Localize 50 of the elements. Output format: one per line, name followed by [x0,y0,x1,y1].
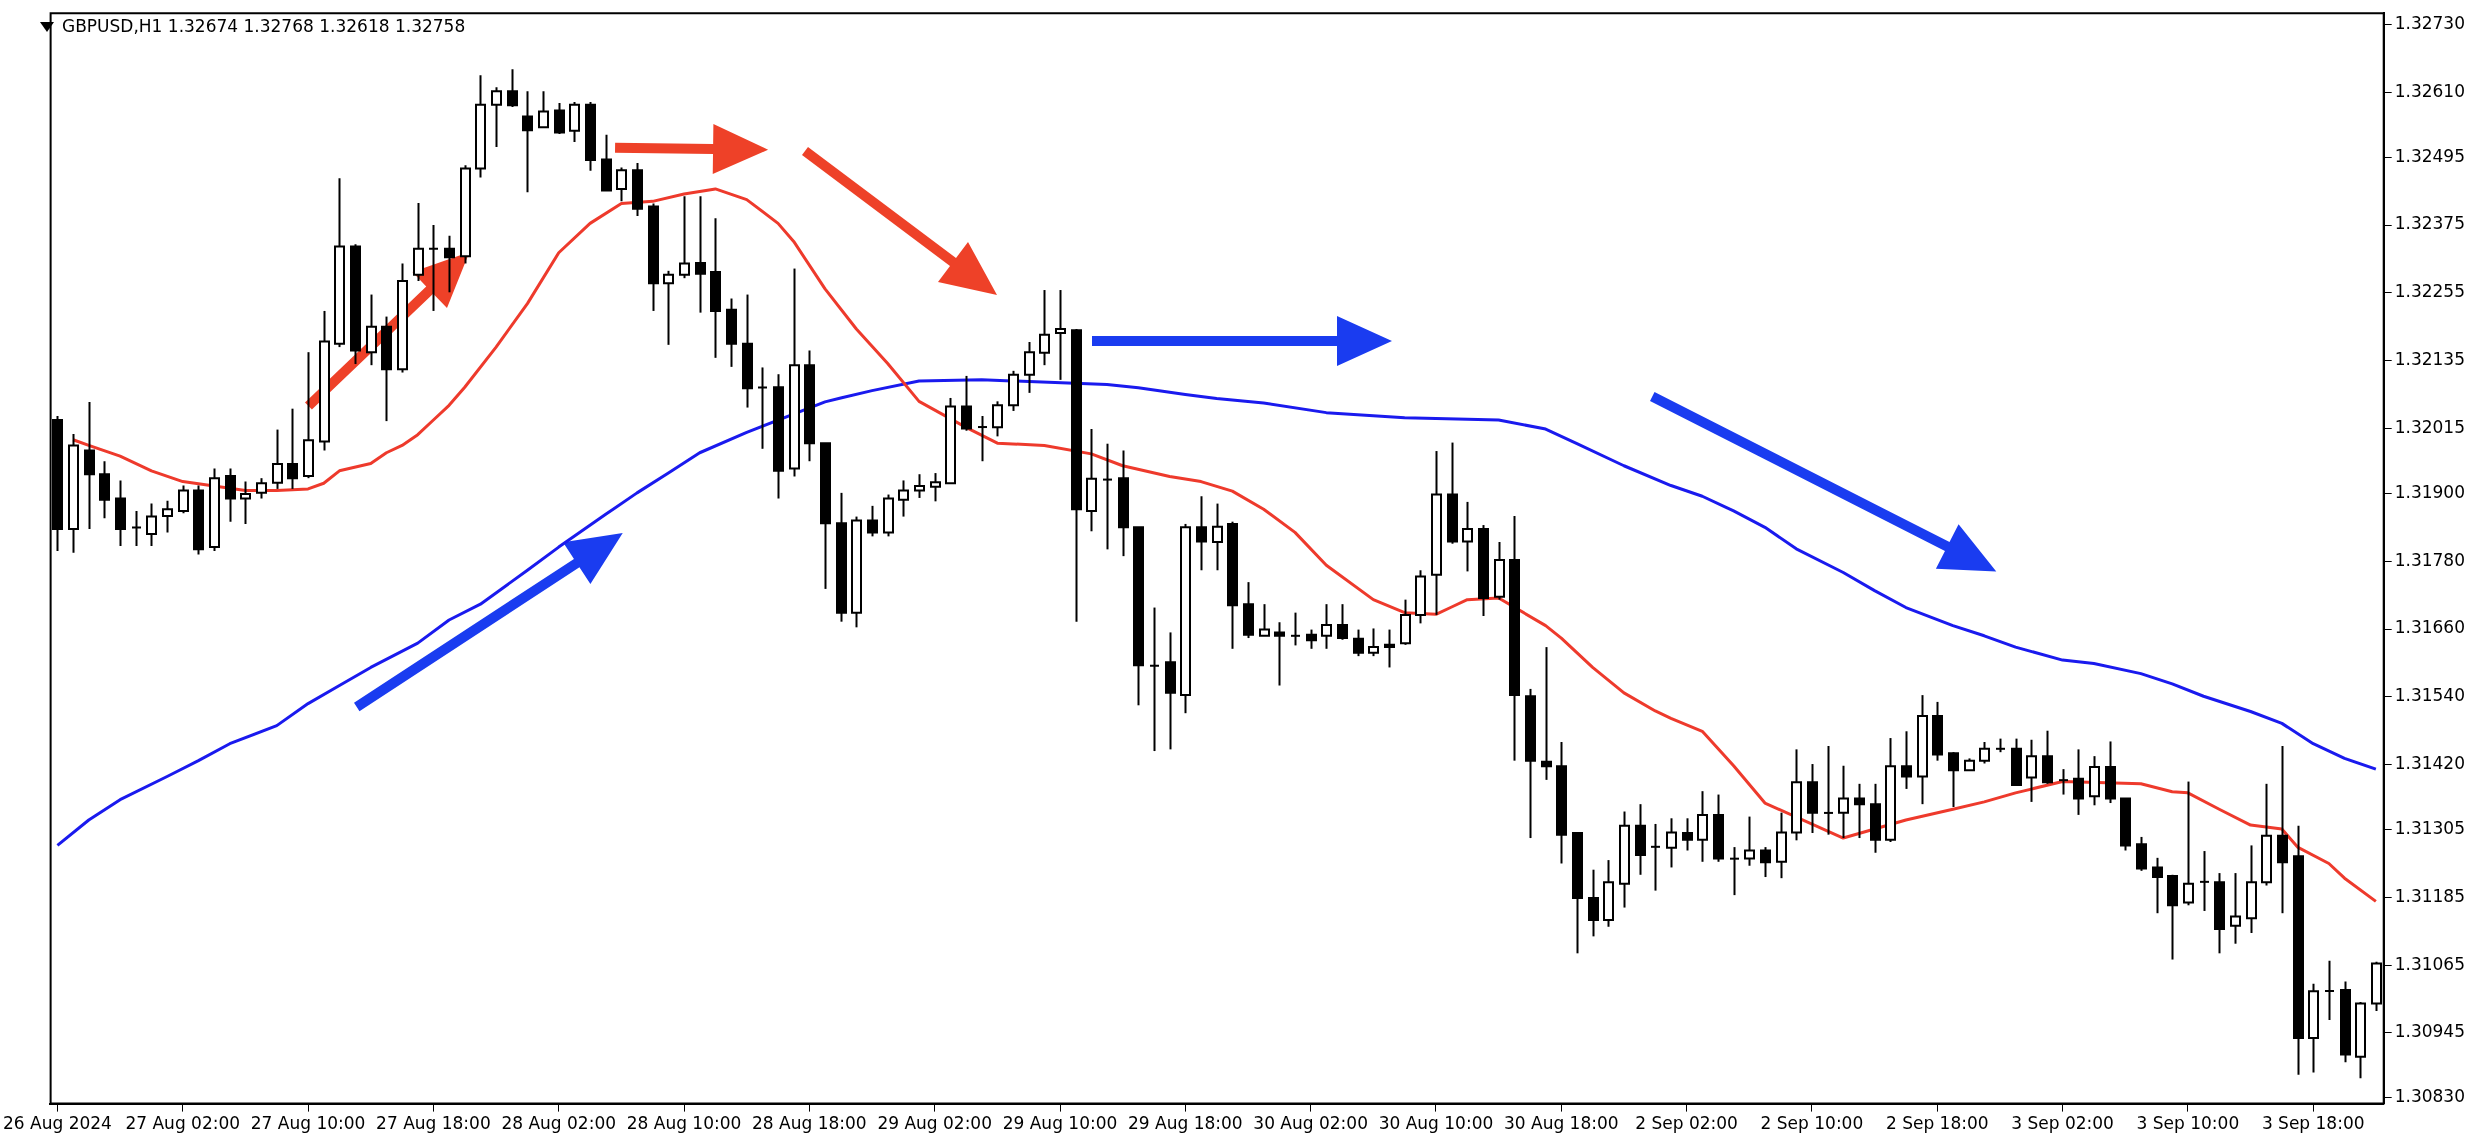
candlestick [428,224,439,312]
x-tick-label: 29 Aug 02:00 [877,1113,993,1134]
y-tick-label: 1.31185 [2394,885,2466,906]
y-tick-label: 1.32495 [2394,145,2466,166]
candlestick [1102,442,1113,551]
x-tick-label: 2 Sep 10:00 [1760,1113,1864,1134]
chart-title: GBPUSD,H1 1.32674 1.32768 1.32618 1.32758 [60,16,468,36]
x-tick-label: 27 Aug 10:00 [250,1113,366,1134]
x-tick-label: 27 Aug 18:00 [376,1113,491,1134]
y-tick-label: 1.30830 [2394,1086,2466,1107]
y-tick-label: 1.32135 [2394,349,2466,370]
x-tick-label: 3 Sep 02:00 [2011,1113,2114,1134]
y-tick-label: 1.32015 [2394,416,2466,437]
x-tick-label: 30 Aug 10:00 [1378,1113,1494,1134]
x-tick-label: 2 Sep 02:00 [1635,1113,1738,1134]
y-tick-label: 1.32730 [2394,12,2466,33]
candlestick [1823,744,1834,836]
x-tick-label: 30 Aug 18:00 [1503,1113,1619,1134]
candlestick [131,509,142,547]
x-tick-label: 26 Aug 2024 [3,1113,112,1134]
candlestick [1729,846,1740,897]
candlestick [2199,850,2210,912]
x-tick-label: 27 Aug 02:00 [125,1113,241,1134]
x-tick-label: 3 Sep 18:00 [2261,1113,2365,1134]
x-tick-label: 30 Aug 02:00 [1253,1113,1368,1134]
candlestick [2324,959,2335,1021]
y-tick-label: 1.31660 [2394,617,2466,638]
candlestick [757,366,768,450]
candlestick [977,415,988,463]
x-tick-label: 28 Aug 10:00 [626,1113,742,1134]
y-tick-label: 1.31305 [2394,818,2466,839]
y-tick-label: 1.31780 [2394,549,2466,570]
x-tick-label: 29 Aug 10:00 [1002,1113,1118,1134]
y-tick-label: 1.31540 [2394,685,2466,706]
y-tick-label: 1.31065 [2394,953,2466,974]
x-tick-label: 28 Aug 18:00 [752,1113,867,1134]
candlestick [1290,611,1301,647]
x-tick-label: 28 Aug 02:00 [501,1113,617,1134]
y-tick-label: 1.31900 [2394,481,2466,502]
y-tick-label: 1.32610 [2394,80,2466,101]
x-tick-label: 2 Sep 18:00 [1885,1113,1989,1134]
y-tick-label: 1.32255 [2394,281,2466,302]
candlestick [2058,768,2069,796]
candlestick [1149,606,1160,753]
y-tick-label: 1.30945 [2394,1021,2466,1042]
x-tick-label: 3 Sep 10:00 [2136,1113,2240,1134]
y-tick-label: 1.31420 [2394,753,2466,774]
candlestick [1650,822,1661,892]
y-tick-label: 1.32375 [2394,213,2466,234]
x-tick-label: 29 Aug 18:00 [1128,1113,1243,1134]
